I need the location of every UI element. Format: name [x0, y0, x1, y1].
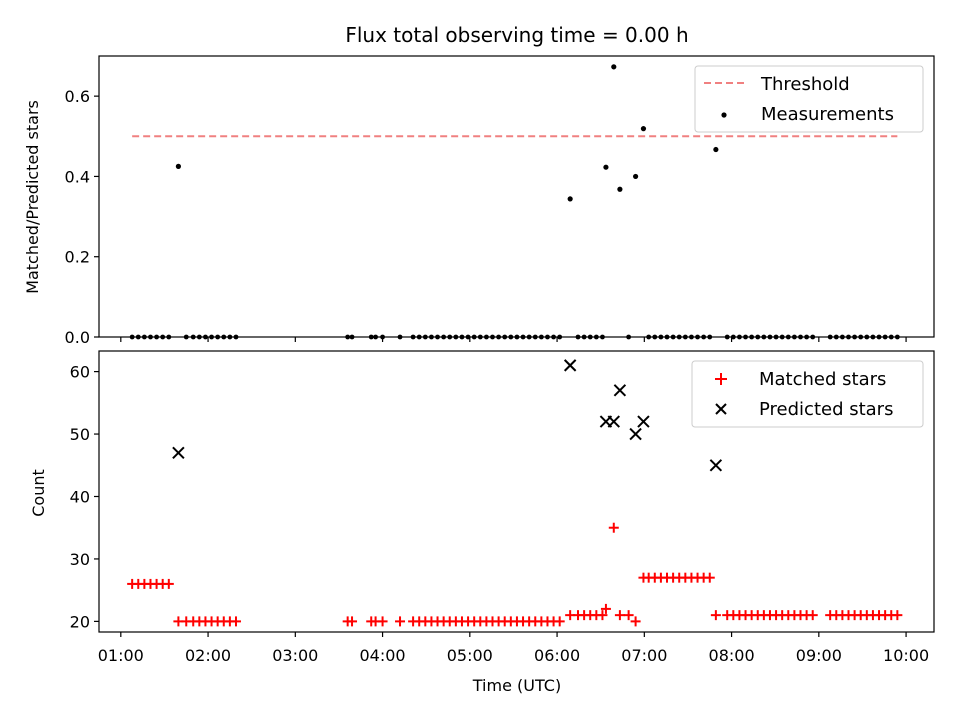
- matched-star-point: [230, 616, 241, 627]
- x-tick-label: 10:00: [883, 646, 929, 665]
- matched-star-point: [395, 616, 406, 627]
- bottom-y-axis-label: Count: [29, 469, 48, 517]
- predicted-star-point: [607, 415, 620, 428]
- y-tick-label: 20: [70, 612, 90, 631]
- predicted-star-stroke-b: [709, 459, 723, 472]
- measurement-point: [617, 186, 623, 192]
- y-tick-label: 50: [70, 425, 90, 444]
- y-tick-label: 0.2: [65, 248, 90, 267]
- x-tick-label: 05:00: [447, 646, 493, 665]
- y-tick-label: 0.0: [65, 328, 90, 347]
- top-x-ticks: [120, 337, 907, 342]
- x-tick-label: 07:00: [621, 646, 667, 665]
- measurement-point: [603, 164, 609, 170]
- top-legend-box: [694, 65, 924, 133]
- bottom-legend-box: [691, 360, 924, 428]
- predicted-star-stroke-b: [172, 446, 185, 459]
- chart-title: Flux total observing time = 0.00 h: [345, 23, 688, 47]
- bottom-star-points: [127, 359, 903, 627]
- matched-star-point: [892, 610, 903, 621]
- y-tick-label: 0.6: [65, 87, 90, 106]
- bottom-axes-frame: [98, 350, 935, 633]
- matched-star-point: [163, 578, 174, 589]
- measurement-point: [640, 126, 647, 132]
- y-tick-label: 30: [70, 550, 90, 569]
- x-tick-label: 01:00: [98, 646, 144, 665]
- y-tick-label: 40: [70, 487, 90, 506]
- bottom-y-ticks: 20 30 40 50 60: [70, 363, 99, 631]
- measurement-point: [713, 146, 719, 153]
- matched-star-point: [377, 616, 388, 627]
- predicted-star-point: [563, 359, 577, 372]
- top-axes-frame: [98, 55, 935, 338]
- legend-predicted-swatch: [715, 403, 727, 415]
- top-y-ticks: 0.0 0.2 0.4 0.6: [65, 87, 99, 347]
- matched-star-point: [630, 616, 641, 627]
- measurement-point: [567, 196, 573, 202]
- measurement-point: [611, 64, 617, 70]
- predicted-star-point: [709, 459, 723, 472]
- x-tick-label: 09:00: [796, 646, 842, 665]
- matched-star-point: [614, 610, 625, 621]
- x-tick-label: 08:00: [709, 646, 755, 665]
- matched-star-point: [704, 572, 715, 583]
- matched-star-point: [347, 616, 358, 627]
- legend-threshold-label: Threshold: [760, 74, 850, 95]
- bottom-panel: 20 30 40 50 60 01:00 02:00 03:00 04:00 05:00 06:0…: [29, 350, 935, 695]
- legend-matched-label: Matched stars: [759, 369, 886, 390]
- matched-star-point: [623, 610, 634, 621]
- matched-star-point: [807, 610, 818, 621]
- predicted-star-stroke-b: [613, 384, 627, 397]
- y-tick-label: 60: [70, 363, 90, 382]
- x-axis-label: Time (UTC): [472, 676, 561, 695]
- x-tick-label: 02:00: [185, 646, 231, 665]
- legend-predicted-label: Predicted stars: [759, 399, 893, 420]
- measurement-point: [175, 163, 181, 169]
- predicted-star-point: [629, 427, 642, 441]
- bottom-x-ticks: 01:00 02:00 03:00 04:00 05:00 06:00 07:00 08:00…: [98, 632, 929, 665]
- matched-star-point: [608, 522, 619, 533]
- predicted-star-point: [172, 446, 185, 459]
- x-tick-label: 06:00: [534, 646, 580, 665]
- predicted-star-stroke-b: [607, 415, 620, 428]
- y-tick-label: 0.4: [65, 167, 90, 186]
- top-y-axis-label: Matched/Predicted stars: [23, 100, 42, 294]
- legend-measurements-swatch: [721, 112, 727, 118]
- x-tick-label: 03:00: [272, 646, 318, 665]
- predicted-star-stroke-b: [629, 427, 642, 441]
- predicted-star-point: [613, 384, 627, 397]
- top-panel: 0.0 0.2 0.4 0.6 Matched/Predicted stars Thr…: [23, 55, 935, 347]
- matched-star-point: [597, 610, 608, 621]
- matched-star-point: [554, 616, 565, 627]
- predicted-star-stroke-b: [563, 359, 577, 372]
- top-legend: Threshold Measurements: [694, 65, 924, 133]
- matched-star-point: [600, 603, 611, 614]
- matched-star-point: [710, 610, 721, 621]
- predicted-star-point: [637, 415, 650, 428]
- legend-measurements-label: Measurements: [761, 104, 894, 125]
- measurement-point: [632, 173, 639, 180]
- x-tick-label: 04:00: [360, 646, 406, 665]
- legend-matched-swatch: [715, 373, 727, 385]
- predicted-star-stroke-b: [637, 415, 650, 428]
- bottom-legend: Matched stars Predicted stars: [691, 360, 924, 428]
